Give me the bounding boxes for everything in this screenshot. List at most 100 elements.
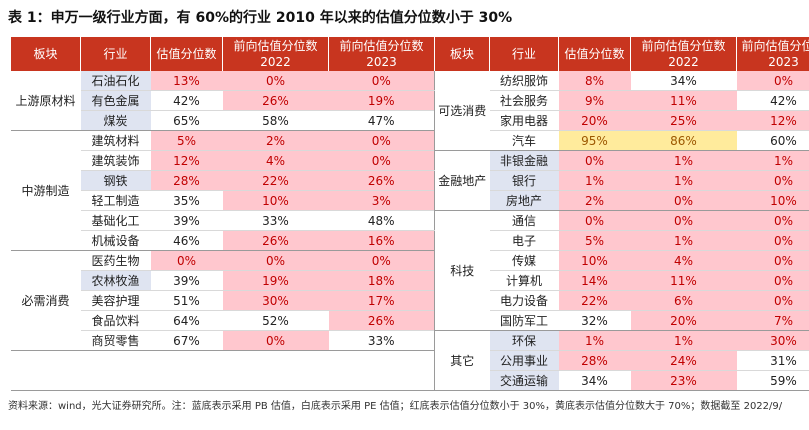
- fwd-2023-cell: 0%: [736, 230, 809, 251]
- fwd-2023-cell: 48%: [328, 210, 435, 231]
- fwd-2022-cell: 52%: [222, 310, 329, 331]
- pct-cell: 39%: [150, 210, 223, 231]
- fwd-2023-cell: 10%: [736, 190, 809, 211]
- fwd-2022-cell: 30%: [222, 290, 329, 311]
- pct-cell: 1%: [558, 170, 631, 191]
- fwd-2022-cell: 23%: [630, 370, 737, 391]
- table-row: 中游制造 建筑材料 5% 2% 0% 汽车 95% 86% 60%: [10, 130, 809, 251]
- header-fwd-2022-line1: 前向估值分位数: [233, 39, 318, 53]
- fwd-2022-cell: 1%: [630, 150, 737, 171]
- header-block: 板块: [10, 37, 81, 71]
- header-industry-right: 行业: [489, 37, 559, 71]
- fwd-2023-cell: 60%: [736, 130, 809, 151]
- fwd-2022-cell: 0%: [222, 330, 329, 351]
- fwd-2022-cell: 10%: [222, 190, 329, 211]
- group-label-left: 上游原材料: [10, 71, 81, 131]
- pct-cell: 65%: [150, 110, 223, 131]
- industry-cell: 交通运输: [489, 370, 559, 391]
- fwd-2022-cell: 4%: [630, 250, 737, 271]
- fwd-2022-cell: 1%: [630, 230, 737, 251]
- industry-cell: 环保: [489, 330, 559, 351]
- fwd-2022-cell: 19%: [222, 270, 329, 291]
- pct-cell: 5%: [150, 130, 223, 151]
- header-fwd-2022-right: 前向估值分位数 2022: [630, 37, 737, 71]
- table-row: 轻工制造 35% 10% 3% 房地产 2% 0% 10%: [11, 190, 809, 211]
- pct-cell: 0%: [558, 150, 631, 171]
- fwd-2022-cell: 2%: [222, 130, 329, 151]
- industry-cell: 机械设备: [80, 230, 151, 251]
- pct-cell: 32%: [558, 310, 631, 331]
- fwd-2023-cell: 0%: [328, 130, 435, 151]
- industry-cell: 美容护理: [80, 290, 151, 311]
- industry-cell: 建筑装饰: [80, 150, 151, 171]
- fwd-2022-cell: 0%: [630, 190, 737, 211]
- fwd-2022-cell: 26%: [222, 90, 329, 111]
- group-label-left: 必需消费: [10, 250, 81, 351]
- fwd-2023-cell: 12%: [736, 110, 809, 131]
- group-label-right: 金融地产: [434, 150, 490, 211]
- fwd-2022-cell: 6%: [630, 290, 737, 311]
- fwd-2023-cell: 47%: [328, 110, 435, 131]
- fwd-2023-cell: 0%: [736, 71, 809, 91]
- industry-cell: 通信: [489, 210, 559, 231]
- fwd-2023-cell: 42%: [736, 90, 809, 111]
- fwd-2022-cell: 34%: [630, 71, 737, 91]
- pct-cell: 51%: [150, 290, 223, 311]
- pct-cell: 5%: [558, 230, 631, 251]
- pct-cell: 46%: [150, 230, 223, 251]
- header-fwd-2023-line1: 前向估值分位数: [339, 39, 424, 53]
- fwd-2023-cell: 0%: [736, 290, 809, 311]
- valuation-table-container: 板块 行业 估值分位数 前向估值分位数 2022 前向估值分位数 2023 板块 行…: [10, 37, 809, 391]
- industry-cell: 计算机: [489, 270, 559, 291]
- fwd-2022-cell: 25%: [630, 110, 737, 131]
- fwd-2023-cell: 59%: [736, 370, 809, 391]
- fwd-2022-cell: 20%: [630, 310, 737, 331]
- industry-cell: 基础化工: [80, 210, 151, 231]
- industry-cell: 公用事业: [489, 350, 559, 371]
- pct-cell: 28%: [150, 170, 223, 191]
- table-row: 交通运输 34% 23% 59%: [11, 370, 809, 391]
- pct-cell: 13%: [150, 71, 223, 91]
- industry-cell: 社会服务: [489, 90, 559, 111]
- fwd-2022-cell: 1%: [630, 170, 737, 191]
- fwd-2023-cell: 1%: [736, 150, 809, 171]
- header-block-right: 板块: [434, 37, 490, 71]
- table-row: 煤炭 65% 58% 47% 家用电器 20% 25% 12%: [11, 110, 809, 131]
- table-row: 有色金属 42% 26% 19% 社会服务 9% 11% 42%: [11, 90, 809, 111]
- pct-cell: 14%: [558, 270, 631, 291]
- table-row: 上游原材料 石油石化 13% 0% 0% 可选消费 纺织服饰 8% 34% 0%: [10, 71, 809, 151]
- group-label-right: 科技: [434, 210, 490, 331]
- fwd-2022-cell: 26%: [222, 230, 329, 251]
- industry-cell: 电力设备: [489, 290, 559, 311]
- fwd-2023-cell: 7%: [736, 310, 809, 331]
- group-label-right: 其它: [434, 330, 490, 391]
- table-row: 商贸零售 67% 0% 33% 其它 环保 1% 1% 30%: [11, 330, 809, 391]
- industry-cell: 房地产: [489, 190, 559, 211]
- fwd-2022-cell: 0%: [630, 210, 737, 231]
- industry-cell: 传媒: [489, 250, 559, 271]
- header-industry: 行业: [80, 37, 151, 71]
- table-row: 建筑装饰 12% 4% 0% 金融地产 非银金融 0% 1% 1%: [11, 150, 809, 211]
- fwd-2023-cell: 17%: [328, 290, 435, 311]
- header-fwd-2023-right: 前向估值分位数 2023: [736, 37, 809, 71]
- group-label-right: 可选消费: [434, 71, 490, 151]
- pct-cell: 0%: [558, 210, 631, 231]
- pct-cell: 10%: [558, 250, 631, 271]
- table-row: 公用事业 28% 24% 31%: [10, 350, 809, 391]
- fwd-2022-cell: 33%: [222, 210, 329, 231]
- header-fwd-2022: 前向估值分位数 2022: [222, 37, 329, 71]
- fwd-2022-cell: 0%: [222, 250, 329, 271]
- industry-cell: 建筑材料: [80, 130, 151, 151]
- industry-cell: 石油石化: [80, 71, 151, 91]
- pct-cell: 39%: [150, 270, 223, 291]
- pct-cell: 28%: [558, 350, 631, 371]
- pct-cell: 1%: [558, 330, 631, 351]
- industry-cell: 煤炭: [80, 110, 151, 131]
- pct-cell: 8%: [558, 71, 631, 91]
- table-row: 食品饮料 64% 52% 26% 国防军工 32% 20% 7%: [11, 310, 809, 331]
- industry-cell: 电子: [489, 230, 559, 251]
- industry-cell: 医药生物: [80, 250, 151, 271]
- pct-cell: 9%: [558, 90, 631, 111]
- source-note: 资料来源：wind，光大证券研究所。注：蓝底表示采用 PB 估值，白底表示采用 …: [8, 401, 783, 412]
- industry-cell: 有色金属: [80, 90, 151, 111]
